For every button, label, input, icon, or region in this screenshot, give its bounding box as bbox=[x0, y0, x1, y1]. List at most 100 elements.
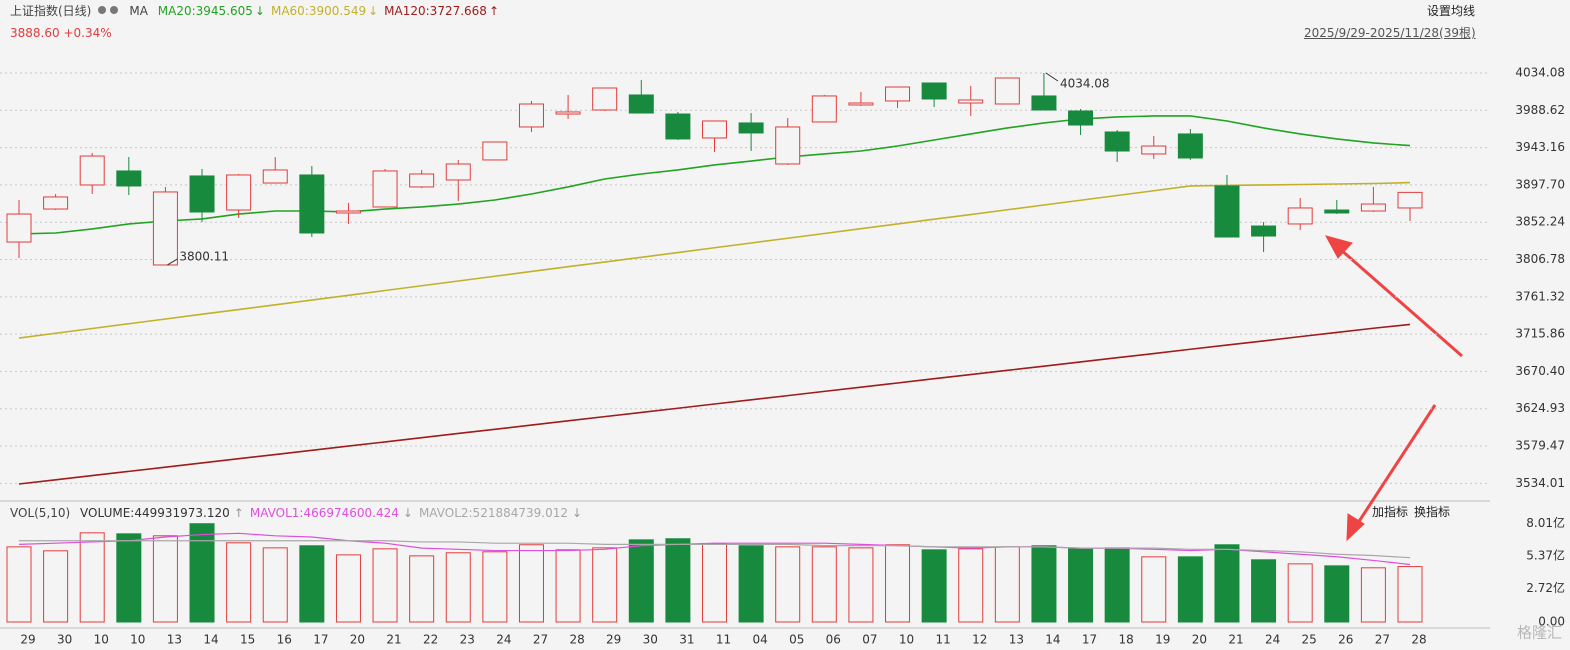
legend-trend: ↓ bbox=[402, 506, 413, 520]
volume-bar bbox=[116, 533, 142, 623]
legend-entry: VOLUME:449931973.120 bbox=[80, 506, 230, 520]
arrow-shaft bbox=[1354, 404, 1437, 527]
x-tick-label: 16 bbox=[277, 633, 292, 647]
volume-bar bbox=[775, 546, 801, 623]
indicator-label: MA bbox=[129, 4, 148, 18]
x-tick-label: 24 bbox=[496, 633, 511, 647]
candle-body bbox=[372, 170, 398, 208]
volume-bar bbox=[1141, 556, 1167, 623]
candle-body bbox=[848, 102, 874, 106]
candle-body bbox=[738, 122, 764, 134]
volume-bar bbox=[152, 535, 178, 623]
volume-title: VOL(5,10) bbox=[10, 506, 71, 520]
x-tick-label: 31 bbox=[679, 633, 694, 647]
x-tick-label: 11 bbox=[935, 633, 950, 647]
x-tick-label: 05 bbox=[789, 633, 804, 647]
candle-body bbox=[994, 77, 1020, 105]
candle-body bbox=[1324, 209, 1350, 214]
candle-body bbox=[226, 174, 252, 211]
x-tick-label: 23 bbox=[460, 633, 475, 647]
volume-bar bbox=[335, 554, 361, 623]
add-indicator[interactable]: 加指标 bbox=[1372, 505, 1409, 519]
ma-line bbox=[18, 181, 1411, 339]
candle-body bbox=[1141, 145, 1167, 155]
price-legend: 上证指数(日线) MA MA20:3945.605 ↓ MA60:3900.549 ↓ M… bbox=[10, 3, 505, 19]
annotation: 3800.11 bbox=[179, 249, 229, 263]
volume-bar bbox=[1360, 567, 1386, 623]
x-tick-label: 21 bbox=[386, 633, 401, 647]
candle-body bbox=[1031, 95, 1057, 111]
candle-body bbox=[1360, 203, 1386, 212]
x-tick-label: 28 bbox=[1411, 633, 1426, 647]
volume-bar bbox=[1287, 563, 1313, 623]
mavol-line bbox=[18, 532, 1411, 566]
volume-bar bbox=[482, 551, 508, 623]
volume-bar bbox=[1104, 547, 1130, 623]
candle-body bbox=[1177, 133, 1203, 159]
y-tick-label: 3624.93 bbox=[1515, 401, 1565, 415]
x-tick-label: 29 bbox=[20, 633, 35, 647]
candle-body bbox=[6, 213, 32, 243]
volume-bar bbox=[189, 523, 215, 623]
volume-bar bbox=[299, 545, 325, 623]
ma-line bbox=[18, 115, 1411, 235]
volume-bar bbox=[226, 542, 252, 623]
candle-body bbox=[299, 174, 325, 234]
volume-bar bbox=[665, 538, 691, 623]
y-tick-label: 8.01亿 bbox=[1526, 515, 1565, 530]
candle-body bbox=[628, 94, 654, 114]
volume-legend: VOL(5,10) VOLUME:449931973.120 ↑ MAVOL1:46… bbox=[10, 505, 588, 521]
volume-bar bbox=[518, 544, 544, 623]
volume-bar bbox=[555, 549, 581, 623]
legend-trend: ↑ bbox=[233, 506, 244, 520]
candle-body bbox=[1214, 185, 1240, 238]
volume-bar bbox=[848, 547, 874, 623]
setting-button[interactable]: 设置均线 bbox=[1427, 4, 1476, 18]
candle-body bbox=[811, 95, 837, 123]
x-tick-label: 27 bbox=[533, 633, 548, 647]
y-tick-label: 3715.86 bbox=[1515, 327, 1565, 341]
y-tick-label: 2.72亿 bbox=[1526, 580, 1565, 595]
x-tick-label: 17 bbox=[313, 633, 328, 647]
x-tick-label: 10 bbox=[130, 633, 145, 647]
candle-body bbox=[958, 99, 984, 104]
y-tick-label: 5.37亿 bbox=[1526, 547, 1565, 562]
mavol-line bbox=[19, 540, 1411, 559]
candle-body bbox=[335, 210, 361, 214]
x-tick-label: 07 bbox=[862, 633, 877, 647]
x-tick-label: 06 bbox=[826, 633, 841, 647]
annotation-pointer bbox=[1045, 72, 1059, 82]
volume-bar bbox=[1214, 544, 1240, 623]
candle-body bbox=[1397, 191, 1423, 209]
indicator-buttons: 加指标 换指标 bbox=[1372, 504, 1456, 520]
volume-bar bbox=[958, 548, 984, 623]
volume-bar bbox=[811, 546, 837, 623]
switch-indicator[interactable]: 换指标 bbox=[1414, 505, 1451, 519]
chart-title: 上证指数(日线) bbox=[10, 4, 92, 18]
volume-bar bbox=[1324, 565, 1350, 623]
x-tick-label: 20 bbox=[1192, 633, 1207, 647]
volume-bar bbox=[885, 544, 911, 623]
x-tick-label: 19 bbox=[1155, 633, 1170, 647]
candle-body bbox=[592, 87, 618, 111]
y-tick-label: 3897.70 bbox=[1515, 177, 1565, 191]
x-tick-label: 13 bbox=[1009, 633, 1024, 647]
volume-bar bbox=[79, 532, 105, 623]
volume-bar bbox=[994, 546, 1020, 623]
x-tick-label: 12 bbox=[972, 633, 987, 647]
volume-bar bbox=[372, 548, 398, 623]
y-tick-label: 0.00 bbox=[1538, 615, 1565, 629]
x-tick-label: 04 bbox=[752, 633, 767, 647]
candle-body bbox=[1287, 207, 1313, 225]
arrow-head bbox=[1325, 235, 1353, 259]
legend-icons[interactable] bbox=[97, 5, 123, 15]
y-tick-label: 3988.62 bbox=[1515, 103, 1565, 117]
x-tick-label: 30 bbox=[57, 633, 72, 647]
candle-body bbox=[665, 113, 691, 140]
range-label: 2025/9/29-2025/11/28(39根) bbox=[1304, 26, 1476, 40]
volume-bar bbox=[445, 552, 471, 623]
candle-body bbox=[409, 173, 435, 188]
y-tick-label: 3852.24 bbox=[1515, 215, 1565, 229]
volume-bar bbox=[409, 555, 435, 623]
candle-body bbox=[775, 126, 801, 165]
